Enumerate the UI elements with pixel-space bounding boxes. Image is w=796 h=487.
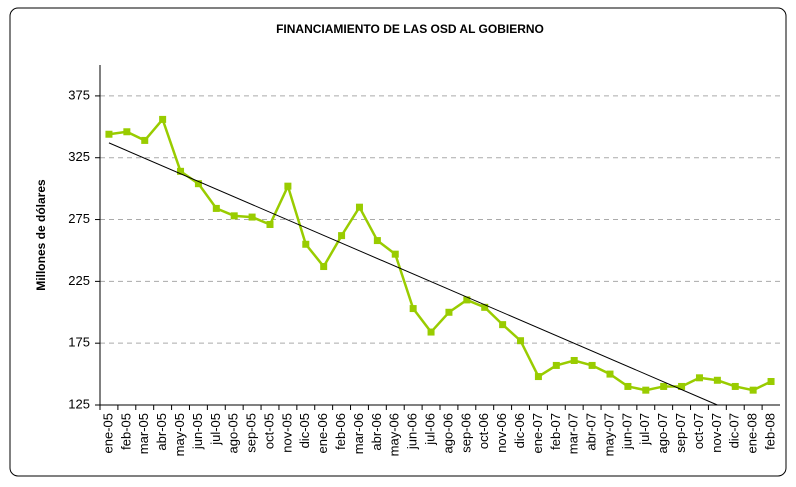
- x-tick-label: may-05: [172, 413, 187, 456]
- x-tick-label: ago-06: [440, 413, 455, 453]
- x-tick-label: jun-07: [619, 413, 634, 450]
- y-tick-label: 275: [68, 211, 90, 226]
- point: [570, 356, 578, 364]
- x-tick-label: jun-05: [190, 413, 205, 450]
- x-tick-label: sep-06: [458, 413, 473, 453]
- x-tick-label: nov-06: [494, 413, 509, 453]
- point: [678, 382, 686, 390]
- x-tick-label: abr-06: [369, 413, 384, 451]
- point: [534, 373, 542, 381]
- x-tick-label: nov-05: [279, 413, 294, 453]
- x-tick-label: may-06: [387, 413, 402, 456]
- x-tick-label: ene-08: [745, 413, 760, 453]
- x-tick-label: abr-07: [584, 413, 599, 451]
- point: [123, 128, 131, 136]
- x-tick-label: jul-07: [637, 413, 652, 446]
- x-tick-label: jun-06: [405, 413, 420, 450]
- y-axis-label: Millones de dólares: [34, 179, 48, 291]
- x-tick-label: nov-07: [709, 413, 724, 453]
- x-tick-label: sep-05: [244, 413, 259, 453]
- x-tick-label: dic-07: [727, 413, 742, 448]
- point: [302, 240, 310, 248]
- point: [266, 220, 274, 228]
- x-tick-label: ene-07: [530, 413, 545, 453]
- x-tick-label: jul-05: [208, 413, 223, 446]
- x-tick-label: may-07: [601, 413, 616, 456]
- point: [517, 337, 525, 345]
- point: [606, 370, 614, 378]
- point: [767, 378, 775, 386]
- point: [481, 303, 489, 311]
- point: [499, 321, 507, 329]
- x-tick-label: mar-05: [136, 413, 151, 454]
- point: [660, 382, 668, 390]
- y-tick-label: 125: [68, 396, 90, 411]
- x-tick-label: oct-07: [691, 413, 706, 449]
- point: [230, 212, 238, 220]
- trendline: [108, 142, 718, 406]
- y-tick-label: 175: [68, 335, 90, 350]
- chart-title: FINANCIAMIENTO DE LAS OSD AL GOBIERNO: [276, 22, 544, 36]
- point: [177, 167, 185, 175]
- x-tick-label: abr-05: [154, 413, 169, 451]
- point: [409, 305, 417, 313]
- chart-frame: [9, 7, 787, 477]
- x-tick-label: feb-06: [333, 413, 348, 450]
- x-tick-label: dic-05: [297, 413, 312, 448]
- y-tick-label: 325: [68, 149, 90, 164]
- point: [749, 386, 757, 394]
- point: [284, 182, 292, 190]
- point: [355, 203, 363, 211]
- point: [552, 361, 560, 369]
- x-tick-label: mar-07: [566, 413, 581, 454]
- x-tick-label: feb-05: [118, 413, 133, 450]
- x-tick-label: ene-06: [315, 413, 330, 453]
- point: [624, 382, 632, 390]
- x-tick-label: feb-07: [548, 413, 563, 450]
- x-tick-label: oct-05: [261, 413, 276, 449]
- x-tick-label: dic-06: [512, 413, 527, 448]
- point: [212, 204, 220, 212]
- point: [695, 374, 703, 382]
- point: [445, 308, 453, 316]
- point: [373, 237, 381, 245]
- x-tick-label: sep-07: [673, 413, 688, 453]
- x-tick-label: oct-06: [476, 413, 491, 449]
- x-tick-label: jul-06: [422, 413, 437, 446]
- point: [141, 136, 149, 144]
- point: [391, 250, 399, 258]
- point: [463, 296, 471, 304]
- point: [194, 180, 202, 188]
- point: [713, 376, 721, 384]
- point: [642, 386, 650, 394]
- x-tick-label: ago-05: [226, 413, 241, 453]
- point: [338, 232, 346, 240]
- point: [320, 263, 328, 271]
- point: [588, 361, 596, 369]
- x-tick-label: ene-05: [100, 413, 115, 453]
- x-tick-label: mar-06: [351, 413, 366, 454]
- point: [105, 130, 113, 138]
- y-tick-label: 375: [68, 87, 90, 102]
- point: [159, 115, 167, 123]
- x-tick-label: feb-08: [762, 413, 777, 450]
- x-tick-label: ago-07: [655, 413, 670, 453]
- point: [731, 382, 739, 390]
- point: [427, 328, 435, 336]
- point: [248, 213, 256, 221]
- y-tick-label: 225: [68, 273, 90, 288]
